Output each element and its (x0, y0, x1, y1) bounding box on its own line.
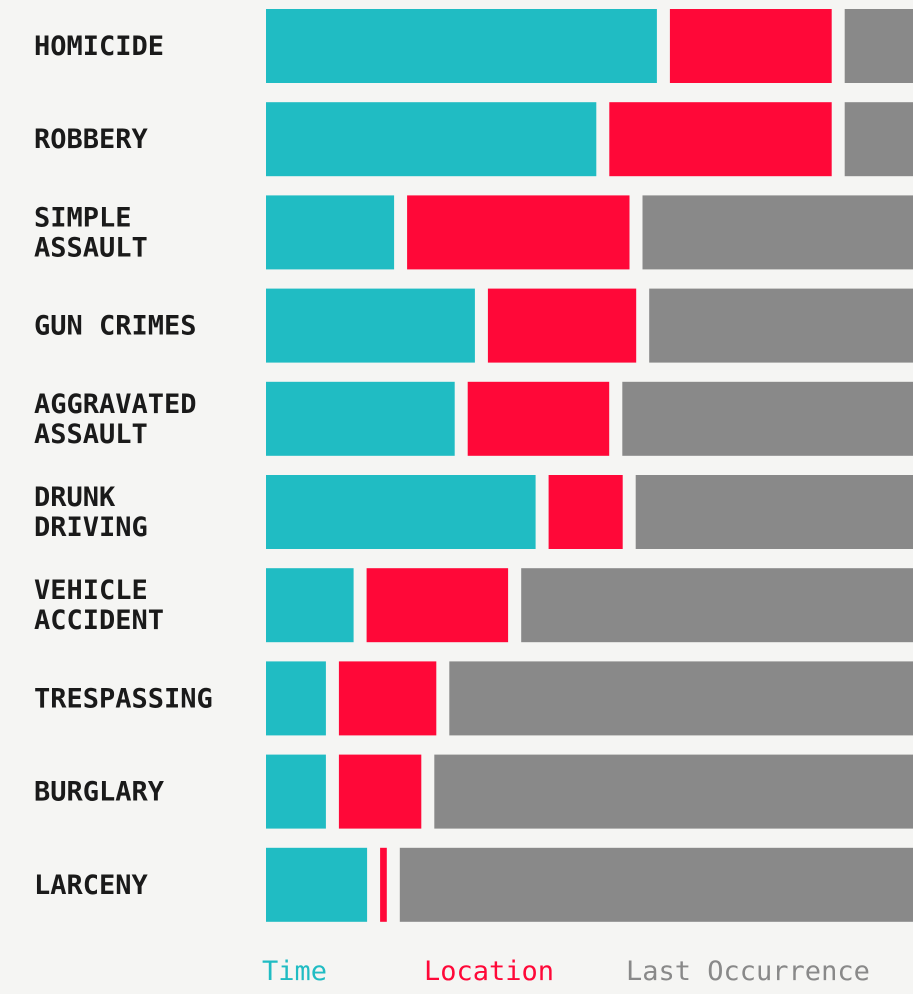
category-label-line: TRESPASSING (34, 683, 213, 714)
category-label-vehicle-accident: VEHICLE ACCIDENT (34, 575, 164, 636)
bar-last-occurrence-gun-crimes (649, 288, 913, 363)
category-label-line: HOMICIDE (34, 31, 164, 62)
bar-time-simple-assault (266, 195, 395, 270)
category-label-line: GUN CRIMES (34, 311, 197, 342)
bar-last-occurrence-burglary (434, 754, 913, 829)
bar-location-aggravated-assault (467, 381, 610, 456)
bar-last-occurrence-simple-assault (642, 195, 913, 270)
legend-item-time: Time (262, 956, 327, 987)
category-label-line: BURGLARY (34, 777, 165, 808)
category-label-robbery: ROBBERY (34, 124, 149, 155)
category-label-line: ASSAULT (34, 419, 148, 450)
category-label-homicide: HOMICIDE (34, 31, 164, 62)
category-label-drunk-driving: DRUNK DRIVING (34, 482, 148, 543)
bar-time-robbery (266, 102, 597, 177)
bar-location-burglary (338, 754, 422, 829)
legend-item-location: Location (424, 956, 554, 987)
bar-location-robbery (609, 102, 832, 177)
bars (266, 9, 913, 922)
category-label-line: SIMPLE (34, 202, 132, 233)
bar-location-drunk-driving (548, 475, 623, 549)
bar-time-drunk-driving (266, 475, 536, 549)
bar-time-homicide (266, 9, 657, 83)
category-label-line: DRIVING (34, 512, 148, 543)
category-label-line: ROBBERY (34, 124, 149, 155)
category-label-line: VEHICLE (34, 575, 148, 606)
bar-last-occurrence-robbery (844, 102, 913, 177)
bar-location-vehicle-accident (366, 568, 509, 643)
bar-last-occurrence-trespassing (449, 661, 913, 736)
bar-time-aggravated-assault (266, 381, 455, 456)
bar-time-trespassing (266, 661, 326, 736)
bar-time-larceny (266, 847, 368, 922)
bar-last-occurrence-homicide (844, 9, 913, 83)
legend-item-last-occurrence: Last Occurrence (626, 956, 870, 987)
category-label-simple-assault: SIMPLE ASSAULT (34, 202, 148, 263)
bar-location-larceny (380, 847, 387, 922)
category-label-line: AGGRAVATED (34, 389, 197, 420)
legend: Time Location Last Occurrence (262, 956, 870, 987)
category-label-line: ACCIDENT (34, 605, 164, 636)
category-label-trespassing: TRESPASSING (34, 683, 213, 714)
category-label-gun-crimes: GUN CRIMES (34, 311, 197, 342)
category-label-larceny: LARCENY (34, 870, 149, 901)
bar-time-burglary (266, 754, 326, 829)
bar-last-occurrence-drunk-driving (635, 475, 913, 549)
category-label-aggravated-assault: AGGRAVATED ASSAULT (34, 389, 197, 450)
category-label-line: LARCENY (34, 870, 149, 901)
category-label-burglary: BURGLARY (34, 777, 165, 808)
bar-time-vehicle-accident (266, 568, 354, 643)
category-label-line: DRUNK (34, 482, 116, 513)
category-label-line: ASSAULT (34, 232, 148, 263)
bar-last-occurrence-vehicle-accident (521, 568, 913, 643)
bar-location-trespassing (338, 661, 437, 736)
bar-location-gun-crimes (487, 288, 637, 363)
bar-time-gun-crimes (266, 288, 475, 363)
bar-last-occurrence-larceny (399, 847, 913, 922)
bar-last-occurrence-aggravated-assault (622, 381, 913, 456)
bar-location-simple-assault (407, 195, 630, 270)
bar-location-homicide (669, 9, 832, 83)
